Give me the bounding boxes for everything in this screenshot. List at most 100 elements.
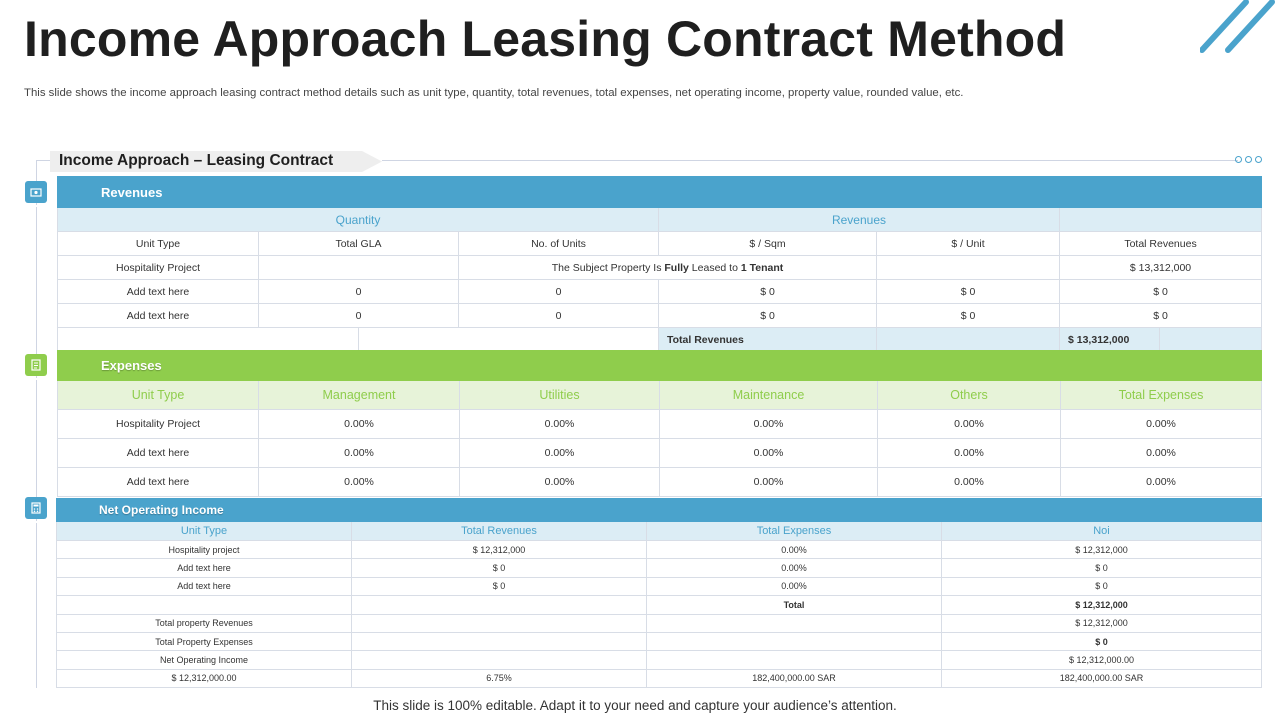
table-row: Add text here 0.00% 0.00% 0.00% 0.00% 0.… [57,438,1263,468]
table-row: Add text here 0.00% 0.00% 0.00% 0.00% 0.… [57,467,1263,497]
total-revenues-value: $ 13,312,000 [1059,327,1160,352]
expenses-band: Expenses [56,350,1263,381]
col-maintenance: Maintenance [659,380,878,410]
cell [351,613,647,633]
cell: 0.00% [1059,409,1263,439]
cell: 0.00% [646,539,942,560]
cell: 0.00% [459,409,660,439]
cell [876,255,1060,280]
noi-total-label: Total [646,595,942,615]
cell: Add text here [56,558,352,578]
cell: 0.00% [877,467,1061,497]
table-row: Hospitality project $ 12,312,000 0.00% $… [56,539,1262,560]
col-total-revenues: Total Revenues [351,521,647,541]
cell: 0.00% [659,409,878,439]
table-row: $ 12,312,000.00 6.75% 182,400,000.00 SAR… [56,668,1262,689]
cell: $ 0 [941,576,1262,597]
frame-title-tab [50,151,382,172]
cell: 0 [458,303,659,328]
corner-stripes-decoration [1200,0,1275,53]
total-revenues-label: Total Revenues [658,327,877,352]
col-noi: Noi [941,521,1262,541]
cell: Total property Revenues [56,613,352,633]
cell: 0 [458,279,659,304]
cell: 6.75% [351,668,647,689]
cell [351,595,647,615]
table-row: Add text here 0 0 $ 0 $ 0 $ 0 [57,279,1263,304]
noi-total-row: Total $ 12,312,000 [56,595,1262,615]
col-unit-type: Unit Type [56,521,352,541]
cell: Add text here [57,279,259,304]
col-total-gla: Total GLA [258,231,459,256]
cell: $ 12,312,000 [941,613,1262,633]
revenues-band: Revenues [56,176,1263,208]
cell: $ 0 [876,303,1060,328]
cell: Add text here [57,467,259,497]
money-icon [25,181,47,207]
col-utilities: Utilities [459,380,660,410]
quantity-group-header: Quantity [57,207,659,232]
cell: $ 0 [351,576,647,597]
cell [56,595,352,615]
cell: Hospitality Project [57,409,259,439]
table-row: Total property Revenues $ 12,312,000 [56,613,1262,633]
table-row: Hospitality Project 0.00% 0.00% 0.00% 0.… [57,409,1263,439]
table-row: Add text here $ 0 0.00% $ 0 [56,576,1262,597]
cell: $ 13,312,000 [1058,255,1263,280]
table-row: Net Operating Income $ 12,312,000.00 [56,650,1262,670]
total-revenues-row: Total Revenues $ 13,312,000 [57,327,1263,352]
frame-title: Income Approach – Leasing Contract [59,152,334,169]
cell: 0.00% [459,438,660,468]
cell: $ 0 [658,279,877,304]
cell: 0.00% [1059,438,1263,468]
cell: $ 0 [941,558,1262,578]
cell: 0.00% [646,576,942,597]
noi-band: Net Operating Income [56,498,1262,522]
cell: $ 0 [351,558,647,578]
cell: $ 0 [1058,303,1263,328]
cell: $ 12,312,000.00 [941,650,1262,670]
cell: Add text here [57,303,259,328]
frame-left-border [36,160,37,688]
slide-subtitle: This slide shows the income approach lea… [24,87,964,99]
col-others: Others [877,380,1061,410]
col-total-expenses: Total Expenses [1059,380,1263,410]
cell: 182,400,000.00 SAR [646,668,942,689]
cell: Add text here [56,576,352,597]
table-row: Add text here 0 0 $ 0 $ 0 $ 0 [57,303,1263,328]
col-unit-type: Unit Type [57,380,259,410]
cell [876,327,1060,352]
empty-group-header [1058,207,1263,232]
cell: $ 0 [876,279,1060,304]
col-no-of-units: No. of Units [458,231,659,256]
col-total-revenues: Total Revenues [1058,231,1263,256]
cell: Hospitality project [56,539,352,560]
col-management: Management [258,380,460,410]
cell [646,613,942,633]
more-dots-icon [1235,156,1262,163]
cell: 0.00% [258,467,460,497]
cell: Total Property Expenses [56,631,352,652]
lease-note: The Subject Property Is Fully Leased to … [458,255,877,280]
cell: $ 0 [941,631,1262,652]
col-total-expenses: Total Expenses [646,521,942,541]
revenues-group-header: Revenues [658,207,1060,232]
cell: 0.00% [659,438,878,468]
cell: $ 0 [658,303,877,328]
cell: $ 12,312,000 [941,539,1262,560]
cell [351,631,647,652]
cell: 0.00% [877,438,1061,468]
expenses-table: Expenses Unit Type Management Utilities … [56,350,1263,497]
cell [646,650,942,670]
frame-top-border [382,160,1238,161]
cell: 0.00% [459,467,660,497]
noi-total-value: $ 12,312,000 [941,595,1262,615]
cell: 0.00% [659,467,878,497]
cell [57,327,359,352]
cell: 0.00% [258,409,460,439]
cell: $ 12,312,000.00 [56,668,352,689]
cell: 0 [258,303,459,328]
table-row: Total Property Expenses $ 0 [56,631,1262,652]
revenues-table: Revenues Quantity Revenues Unit Type Tot… [56,176,1263,352]
cell [646,631,942,652]
